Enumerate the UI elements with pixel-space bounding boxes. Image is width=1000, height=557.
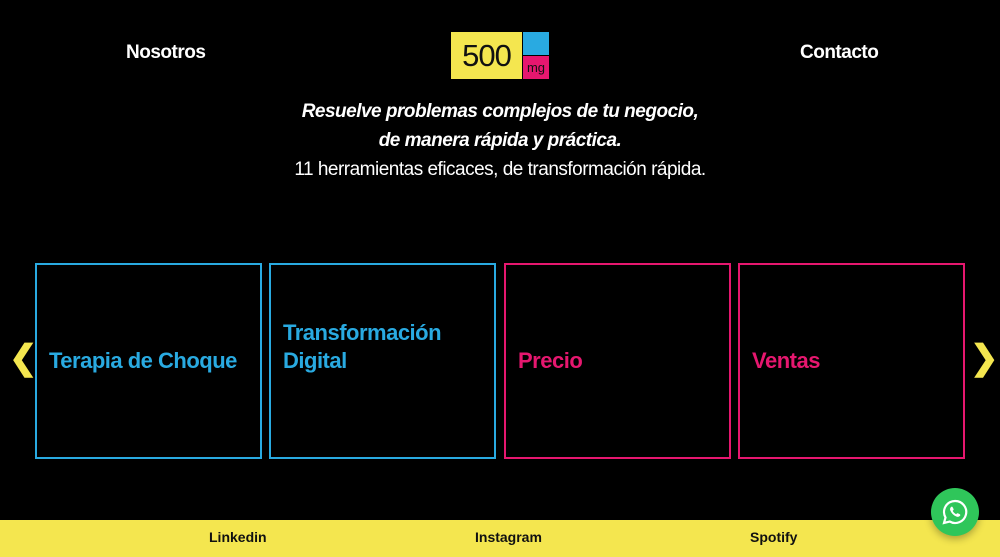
whatsapp-icon — [942, 499, 968, 525]
card-terapia-de-choque[interactable]: Terapia de Choque — [35, 263, 262, 459]
nav-contacto[interactable]: Contacto — [800, 42, 879, 63]
card-precio[interactable]: Precio — [504, 263, 731, 459]
card-label: Precio — [518, 348, 583, 373]
card-label: Terapia de Choque — [49, 348, 237, 373]
footer-link-spotify[interactable]: Spotify — [750, 529, 798, 545]
logo[interactable]: 500 mg — [451, 32, 549, 79]
logo-blue-block — [523, 32, 549, 55]
footer: Linkedin Instagram Spotify — [0, 520, 1000, 557]
card-label: Transformación Digital — [283, 320, 442, 373]
card-ventas[interactable]: Ventas — [738, 263, 965, 459]
chevron-left-icon[interactable]: ❮ — [9, 339, 38, 377]
nav-nosotros[interactable]: Nosotros — [126, 42, 206, 63]
logo-number: 500 — [451, 32, 522, 79]
chevron-right-icon[interactable]: ❯ — [970, 339, 999, 377]
hero-line-2: de manera rápida y práctica. — [378, 130, 622, 151]
hero-line-3: 11 herramientas eficaces, de transformac… — [294, 159, 706, 180]
hero-line-1: Resuelve problemas complejos de tu negoc… — [301, 101, 699, 122]
logo-unit: mg — [523, 56, 549, 79]
footer-link-instagram[interactable]: Instagram — [475, 529, 542, 545]
card-label: Ventas — [752, 348, 820, 373]
card-transformacion-digital[interactable]: Transformación Digital — [269, 263, 496, 459]
footer-link-linkedin[interactable]: Linkedin — [209, 529, 267, 545]
whatsapp-button[interactable] — [931, 488, 979, 536]
